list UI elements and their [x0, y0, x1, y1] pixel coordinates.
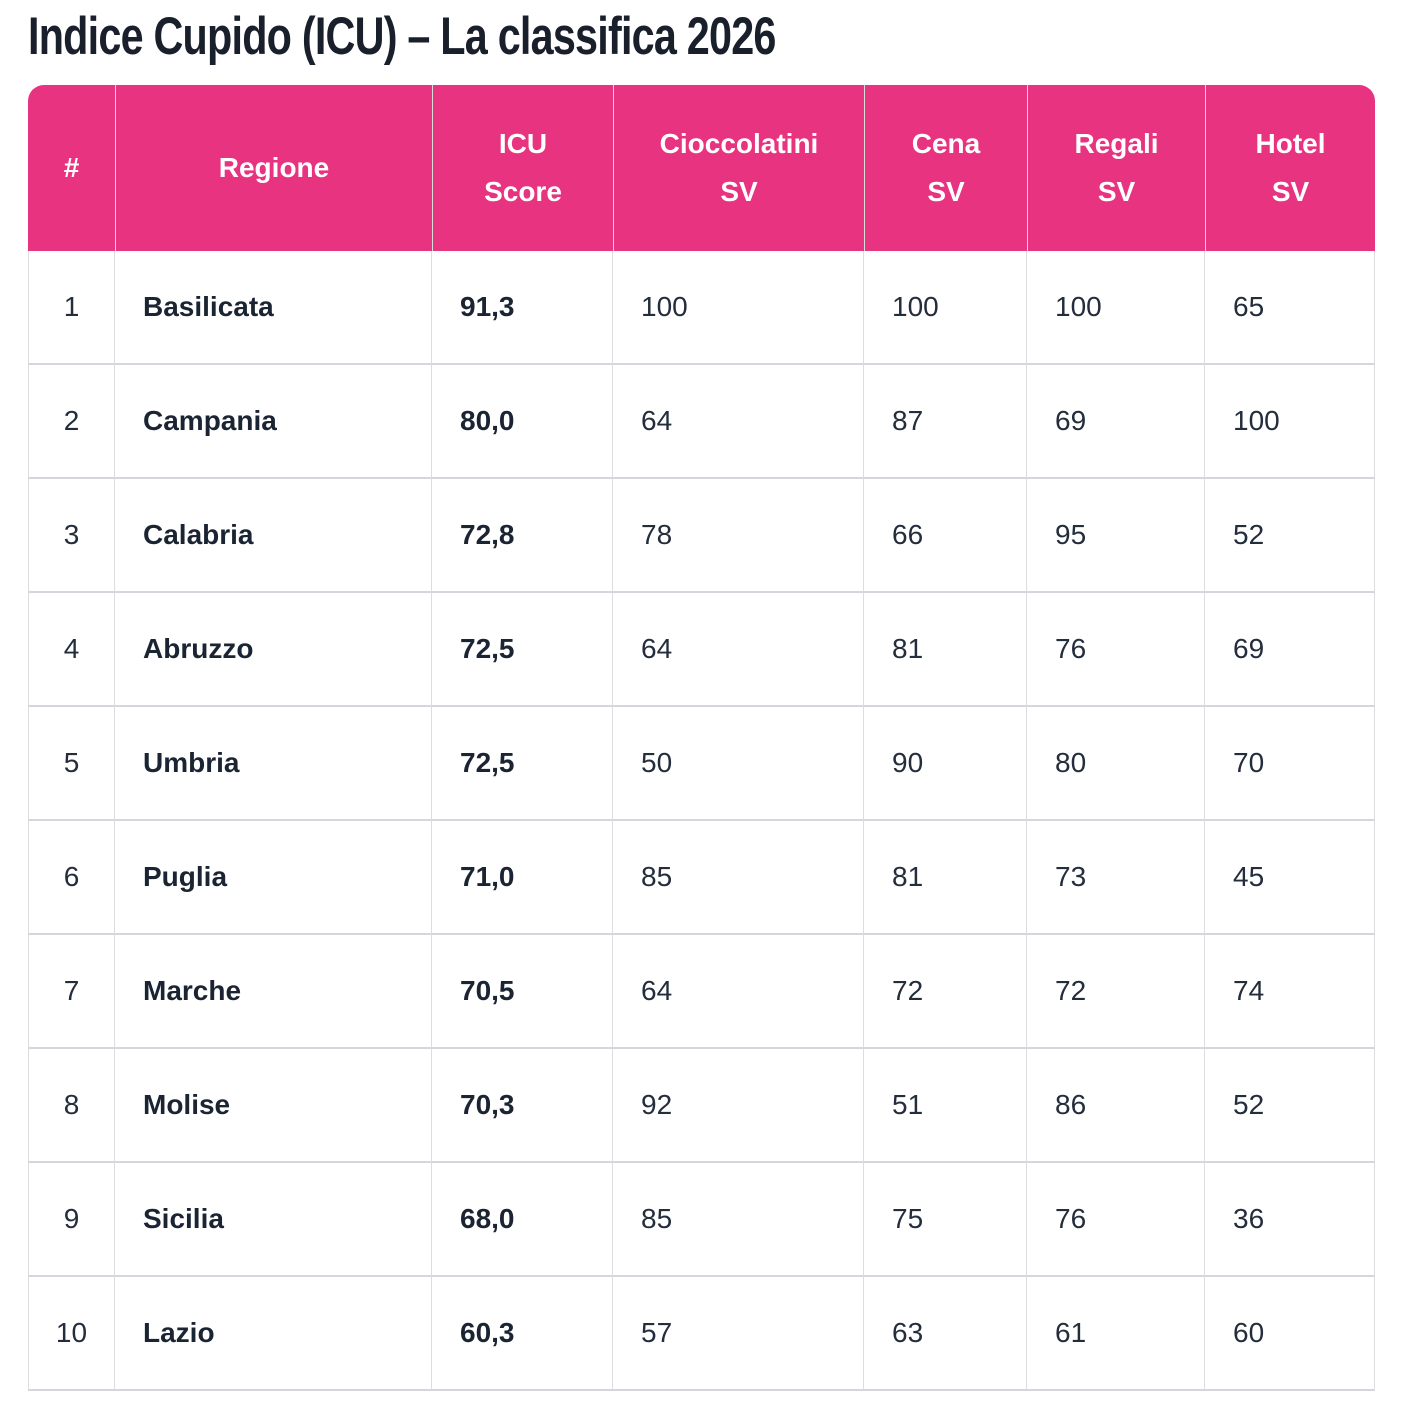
cell-region: Abruzzo [115, 593, 432, 707]
cell-hotel: 60 [1205, 1277, 1375, 1391]
column-header-rank: # [28, 85, 115, 251]
cell-cioccolatini: 64 [613, 935, 864, 1049]
cell-rank: 2 [28, 365, 115, 479]
column-header-cioccolatini: Cioccolatini SV [613, 85, 864, 251]
table-row: 10 Lazio 60,3 57 63 61 60 [28, 1277, 1375, 1391]
cell-hotel: 52 [1205, 1049, 1375, 1163]
cell-icu: 72,5 [432, 593, 613, 707]
cell-cena: 51 [864, 1049, 1027, 1163]
cell-hotel: 74 [1205, 935, 1375, 1049]
cell-cioccolatini: 50 [613, 707, 864, 821]
cell-cena: 72 [864, 935, 1027, 1049]
cell-rank: 8 [28, 1049, 115, 1163]
cell-icu: 72,8 [432, 479, 613, 593]
cell-cioccolatini: 100 [613, 251, 864, 365]
cell-region: Puglia [115, 821, 432, 935]
column-header-cena: Cena SV [864, 85, 1027, 251]
cell-cena: 87 [864, 365, 1027, 479]
cell-regali: 61 [1027, 1277, 1205, 1391]
column-header-region: Regione [115, 85, 432, 251]
cell-cena: 90 [864, 707, 1027, 821]
table-row: 7 Marche 70,5 64 72 72 74 [28, 935, 1375, 1049]
cell-regali: 76 [1027, 1163, 1205, 1277]
cell-regali: 86 [1027, 1049, 1205, 1163]
column-header-regali: Regali SV [1027, 85, 1205, 251]
cell-regali: 72 [1027, 935, 1205, 1049]
cell-regali: 73 [1027, 821, 1205, 935]
cell-hotel: 100 [1205, 365, 1375, 479]
cell-cena: 81 [864, 593, 1027, 707]
cell-rank: 5 [28, 707, 115, 821]
cell-regali: 76 [1027, 593, 1205, 707]
cell-icu: 80,0 [432, 365, 613, 479]
cell-icu: 68,0 [432, 1163, 613, 1277]
cell-hotel: 65 [1205, 251, 1375, 365]
column-header-hotel: Hotel SV [1205, 85, 1375, 251]
table-row: 5 Umbria 72,5 50 90 80 70 [28, 707, 1375, 821]
cell-hotel: 70 [1205, 707, 1375, 821]
cell-rank: 1 [28, 251, 115, 365]
cell-region: Campania [115, 365, 432, 479]
cell-cioccolatini: 64 [613, 365, 864, 479]
table-row: 3 Calabria 72,8 78 66 95 52 [28, 479, 1375, 593]
table-row: 2 Campania 80,0 64 87 69 100 [28, 365, 1375, 479]
cell-regali: 80 [1027, 707, 1205, 821]
cell-cioccolatini: 92 [613, 1049, 864, 1163]
cell-cena: 100 [864, 251, 1027, 365]
cell-cena: 66 [864, 479, 1027, 593]
table-row: 9 Sicilia 68,0 85 75 76 36 [28, 1163, 1375, 1277]
cell-cioccolatini: 85 [613, 1163, 864, 1277]
cell-rank: 7 [28, 935, 115, 1049]
cell-regali: 95 [1027, 479, 1205, 593]
cell-hotel: 45 [1205, 821, 1375, 935]
cell-hotel: 36 [1205, 1163, 1375, 1277]
cell-regali: 100 [1027, 251, 1205, 365]
table-row: 6 Puglia 71,0 85 81 73 45 [28, 821, 1375, 935]
cell-icu: 70,5 [432, 935, 613, 1049]
cell-cioccolatini: 64 [613, 593, 864, 707]
column-header-icu-score: ICU Score [432, 85, 613, 251]
cell-region: Molise [115, 1049, 432, 1163]
cell-region: Lazio [115, 1277, 432, 1391]
table-row: 4 Abruzzo 72,5 64 81 76 69 [28, 593, 1375, 707]
cell-icu: 70,3 [432, 1049, 613, 1163]
page-title: Indice Cupido (ICU) – La classifica 2026 [28, 7, 776, 66]
table-row: 8 Molise 70,3 92 51 86 52 [28, 1049, 1375, 1163]
cell-cioccolatini: 78 [613, 479, 864, 593]
cell-rank: 10 [28, 1277, 115, 1391]
cell-cena: 63 [864, 1277, 1027, 1391]
cell-hotel: 69 [1205, 593, 1375, 707]
cell-icu: 60,3 [432, 1277, 613, 1391]
cell-region: Basilicata [115, 251, 432, 365]
cell-icu: 72,5 [432, 707, 613, 821]
cell-cioccolatini: 57 [613, 1277, 864, 1391]
cell-rank: 9 [28, 1163, 115, 1277]
ranking-table: # Regione ICU Score Cioccolatini SV Cena… [28, 85, 1375, 1391]
cell-hotel: 52 [1205, 479, 1375, 593]
cell-rank: 4 [28, 593, 115, 707]
cell-cena: 81 [864, 821, 1027, 935]
cell-rank: 6 [28, 821, 115, 935]
cell-icu: 91,3 [432, 251, 613, 365]
table-row: 1 Basilicata 91,3 100 100 100 65 [28, 251, 1375, 365]
cell-rank: 3 [28, 479, 115, 593]
cell-region: Marche [115, 935, 432, 1049]
cell-icu: 71,0 [432, 821, 613, 935]
cell-cioccolatini: 85 [613, 821, 864, 935]
cell-region: Umbria [115, 707, 432, 821]
cell-cena: 75 [864, 1163, 1027, 1277]
cell-region: Sicilia [115, 1163, 432, 1277]
cell-regali: 69 [1027, 365, 1205, 479]
header-row: # Regione ICU Score Cioccolatini SV Cena… [28, 85, 1375, 251]
table-body: 1 Basilicata 91,3 100 100 100 65 2 Campania 80,0 6… [28, 251, 1375, 1391]
cell-region: Calabria [115, 479, 432, 593]
